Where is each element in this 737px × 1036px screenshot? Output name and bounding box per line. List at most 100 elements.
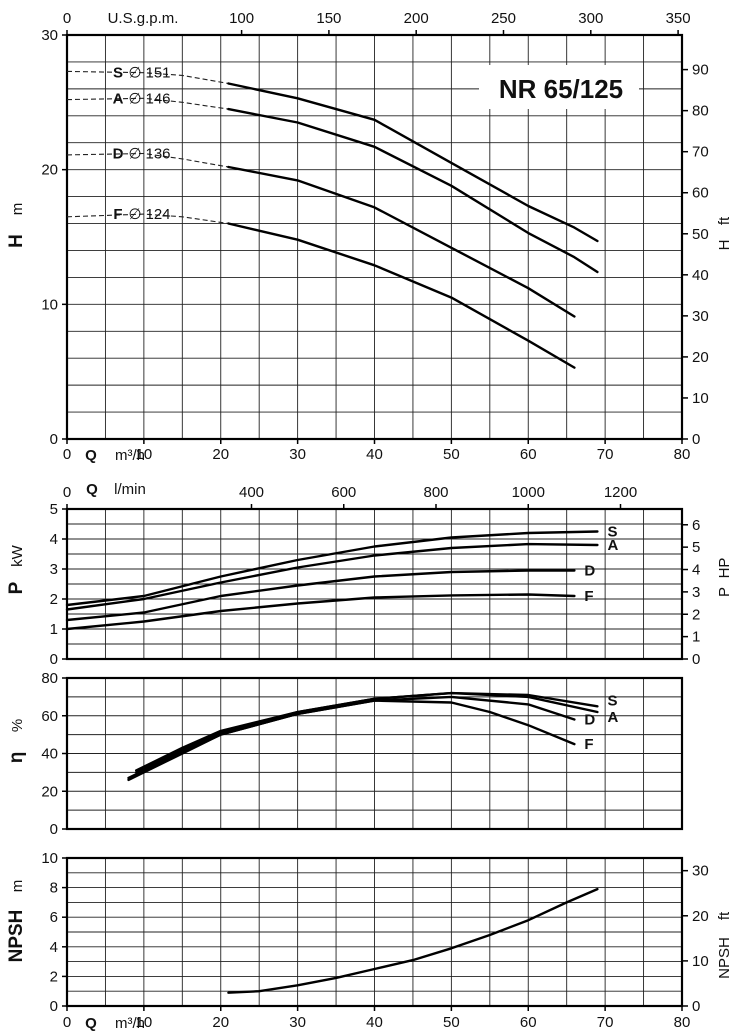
head-y2-tick-label: 20	[692, 349, 709, 366]
npsh-x-tick-label: 10	[136, 1014, 153, 1031]
power-x-top-tick-label: 0	[63, 484, 71, 501]
power-x-axis-q: Q	[86, 481, 98, 498]
power-y2-tick-label: 5	[692, 539, 700, 556]
curve-D	[227, 165, 576, 318]
npsh-y-axis-label: NPSH	[6, 910, 27, 963]
efficiency-y-tick-label: 80	[41, 670, 58, 687]
diameter-label-D: 136	[145, 146, 170, 163]
head-y2-tick-label: 0	[692, 431, 700, 448]
npsh-y-tick-label: 4	[50, 939, 58, 956]
efficiency-curve-label-A: A	[607, 709, 618, 726]
curves-layer	[65, 70, 599, 994]
power-x-top-tick-label: 400	[239, 484, 264, 501]
curve-label-A: A	[113, 90, 124, 107]
head-y2-axis-unit: ft	[716, 216, 733, 225]
power-curve-label-D: D	[584, 563, 595, 580]
head-y2-tick-label: 40	[692, 267, 709, 284]
curve-F	[227, 222, 576, 369]
power-x-top-tick-label: 800	[423, 484, 448, 501]
head-y2-tick-label: 80	[692, 103, 709, 120]
efficiency-y-tick-label: 20	[41, 783, 58, 800]
efficiency-curve-label-F: F	[584, 736, 593, 753]
efficiency-y-tick-label: 0	[50, 821, 58, 838]
head-x-top-tick-label: 300	[578, 10, 603, 27]
head-x-tick-label: 60	[520, 446, 537, 463]
head-y-tick-label: 30	[41, 27, 58, 44]
head-x-top-tick-label: 100	[229, 10, 254, 27]
head-x-tick-label: 10	[136, 446, 153, 463]
head-x-top-tick-label: 350	[666, 10, 691, 27]
power-y2-tick-label: 1	[692, 629, 700, 646]
head-y2-tick-label: 10	[692, 390, 709, 407]
power-y2-tick-label: 3	[692, 584, 700, 601]
npsh-x-tick-label: 40	[366, 1014, 383, 1031]
curve-F-dashed	[66, 213, 229, 225]
npsh-y2-axis-label: NPSH	[716, 937, 733, 979]
head-y2-tick-label: 60	[692, 185, 709, 202]
efficiency-y-tick-label: 40	[41, 746, 58, 763]
curve-S-dashed	[66, 70, 229, 85]
curve-A	[227, 107, 599, 274]
head-x-tick-label: 50	[443, 446, 460, 463]
head-y2-tick-label: 30	[692, 308, 709, 325]
npsh-x-tick-label: 30	[289, 1014, 306, 1031]
npsh-x-axis-q: Q	[85, 1015, 97, 1032]
power-x-top-tick-label: 600	[331, 484, 356, 501]
head-x-tick-label: 0	[63, 446, 71, 463]
npsh-y-tick-label: 8	[50, 880, 58, 897]
efficiency-curve-label-D: D	[584, 712, 595, 729]
head-x-top-tick-label: 150	[316, 10, 341, 27]
npsh-x-tick-label: 20	[212, 1014, 229, 1031]
head-y2-tick-label: 50	[692, 226, 709, 243]
npsh-y-tick-label: 10	[41, 850, 58, 867]
power-curve-label-A: A	[607, 537, 618, 554]
power-x-top-tick-label: 1200	[604, 484, 637, 501]
curve-D-dashed	[66, 152, 229, 168]
npsh-y2-tick-label: 30	[692, 863, 709, 880]
npsh-x-tick-label: 70	[597, 1014, 614, 1031]
curve-S	[227, 82, 599, 243]
npsh-y-axis-unit: m	[9, 880, 26, 893]
title-box	[479, 65, 639, 109]
power-y2-axis-unit: HP	[716, 558, 733, 579]
text-layer: 01020300102030405060708090HmHft012345012…	[6, 10, 733, 1032]
power-x-axis-unit: l/min	[114, 481, 146, 498]
power-y2-tick-label: 0	[692, 651, 700, 668]
efficiency-y-axis-unit: %	[9, 719, 26, 732]
curve-NPSH	[227, 887, 599, 994]
head-y2-tick-label: 90	[692, 62, 709, 79]
diameter-symbol: ∅	[128, 146, 141, 163]
power-y-tick-label: 5	[50, 501, 58, 518]
curve-label-F: F	[113, 206, 122, 223]
power-y-tick-label: 0	[50, 651, 58, 668]
diameter-symbol: ∅	[128, 90, 141, 107]
head-y2-tick-label: 70	[692, 144, 709, 161]
curve-A	[135, 691, 599, 774]
npsh-y-tick-label: 6	[50, 909, 58, 926]
power-y-axis-unit: kW	[9, 544, 26, 567]
npsh-x-tick-label: 0	[63, 1014, 71, 1031]
curve-label-D: D	[113, 146, 124, 163]
head-x-tick-label: 20	[212, 446, 229, 463]
head-y-axis-label: H	[6, 234, 27, 248]
npsh-x-axis-unit: m³/h	[115, 1015, 145, 1032]
npsh-y2-tick-label: 0	[692, 998, 700, 1015]
head-x-top-tick-label: 250	[491, 10, 516, 27]
head-x-tick-label: 40	[366, 446, 383, 463]
curve-D	[127, 695, 576, 780]
head-x-tick-label: 30	[289, 446, 306, 463]
efficiency-y-axis-label: η	[6, 752, 27, 764]
power-y-tick-label: 2	[50, 591, 58, 608]
curve-F	[127, 699, 576, 782]
head-x-top-axis-label: U.S.g.p.m.	[108, 10, 179, 27]
power-y-tick-label: 1	[50, 621, 58, 638]
diameter-label-S: 151	[145, 65, 170, 82]
npsh-y2-tick-label: 20	[692, 908, 709, 925]
npsh-y2-tick-label: 10	[692, 953, 709, 970]
power-y2-tick-label: 6	[692, 517, 700, 534]
npsh-y-tick-label: 0	[50, 998, 58, 1015]
power-y-tick-label: 4	[50, 531, 58, 548]
diameter-symbol: ∅	[128, 206, 141, 223]
diameter-symbol: ∅	[128, 65, 141, 82]
